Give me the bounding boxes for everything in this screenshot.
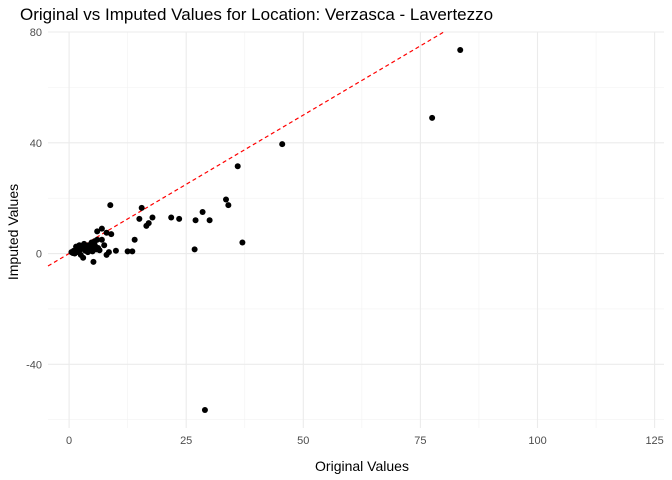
data-point xyxy=(96,247,103,254)
data-point xyxy=(101,242,108,249)
x-tick-label: 25 xyxy=(180,435,192,447)
x-tick-label: 0 xyxy=(66,435,72,447)
data-point xyxy=(145,220,152,227)
data-point xyxy=(206,217,213,224)
data-point xyxy=(199,209,206,215)
data-point xyxy=(191,246,198,253)
data-point xyxy=(124,248,131,255)
y-tick-label: -40 xyxy=(26,359,42,371)
data-point xyxy=(201,407,208,413)
data-point xyxy=(176,215,183,222)
x-axis-label: Original Values xyxy=(315,458,409,474)
data-point xyxy=(107,202,114,209)
x-tick-label: 125 xyxy=(645,435,663,447)
data-point xyxy=(131,236,138,243)
data-point xyxy=(105,249,112,256)
data-point xyxy=(98,236,105,243)
y-tick-label: 40 xyxy=(30,138,42,150)
data-point xyxy=(129,248,136,255)
data-point xyxy=(108,231,115,238)
data-point xyxy=(94,228,101,235)
data-point xyxy=(136,215,143,222)
data-points xyxy=(68,47,464,413)
y-tick-labels: -40 0 40 80 xyxy=(26,27,42,371)
y-tick-label: 80 xyxy=(30,27,42,39)
data-point xyxy=(90,258,97,265)
data-point xyxy=(225,202,232,209)
y-tick-label: 0 xyxy=(36,249,42,261)
data-point xyxy=(429,114,436,121)
data-point xyxy=(223,196,230,203)
data-point xyxy=(192,217,199,224)
data-point xyxy=(94,236,101,243)
data-point xyxy=(112,247,119,254)
data-point xyxy=(80,254,87,261)
grid-minor xyxy=(48,32,664,428)
x-tick-label: 100 xyxy=(528,435,546,447)
data-point xyxy=(239,239,246,246)
data-point xyxy=(103,229,110,236)
chart-title: Original vs Imputed Values for Location:… xyxy=(20,5,494,24)
data-point xyxy=(234,163,241,170)
data-point xyxy=(149,214,156,221)
x-tick-label: 50 xyxy=(297,435,309,447)
data-point xyxy=(138,204,145,211)
x-tick-labels: 0 25 50 75 100 125 xyxy=(66,435,664,447)
data-point xyxy=(279,141,286,148)
data-point xyxy=(457,47,464,53)
x-tick-label: 75 xyxy=(414,435,426,447)
y-axis-label: Imputed Values xyxy=(5,183,21,281)
data-point xyxy=(98,225,105,232)
grid-major xyxy=(48,31,664,428)
data-point xyxy=(168,214,175,221)
